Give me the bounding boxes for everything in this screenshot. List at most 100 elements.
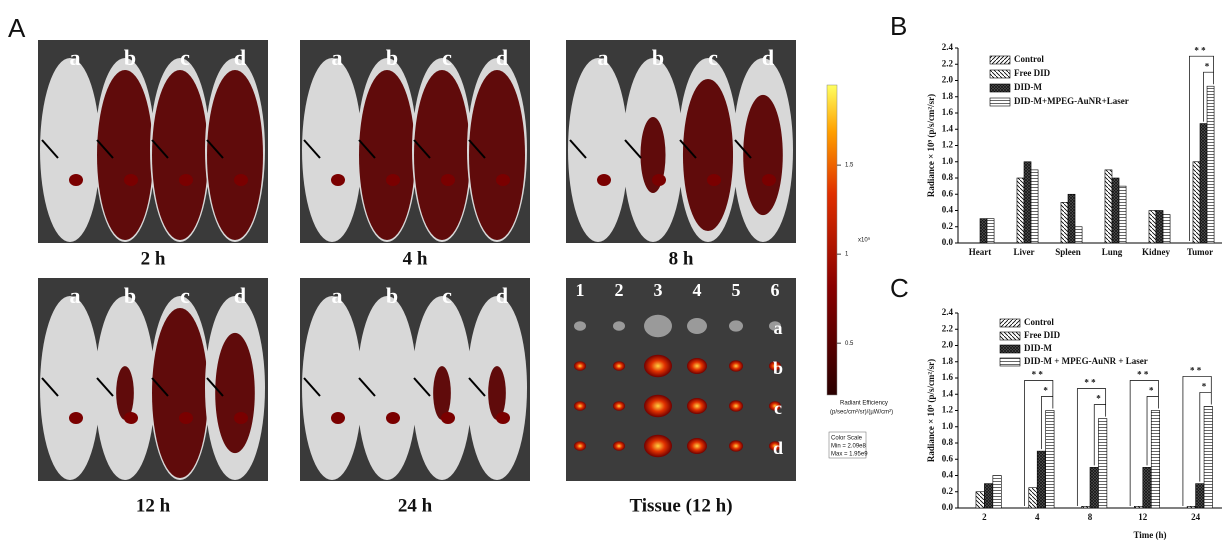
x-tick-label: Lung: [1102, 247, 1123, 257]
bar: [1149, 211, 1156, 244]
mouse-letter: c: [180, 283, 190, 308]
organ: [613, 321, 625, 331]
image-caption: 2 h: [141, 248, 166, 269]
bar: [1046, 411, 1054, 509]
legend-label: DID-M: [1024, 343, 1052, 353]
tumor-signal: [386, 412, 400, 424]
mouse: [40, 296, 100, 480]
organ: [574, 321, 586, 331]
tumor-signal: [69, 174, 83, 186]
legend-label: Free DID: [1024, 330, 1061, 340]
significance-label: *: [1205, 61, 1210, 71]
tissue-row-label: d: [773, 438, 783, 458]
significance-label: *: [1149, 386, 1154, 396]
y-tick-label: 2.4: [942, 307, 954, 317]
legend-swatch: [1000, 345, 1020, 353]
y-tick-label: 1.8: [942, 356, 954, 366]
organ: [644, 315, 672, 337]
tissue-background: [566, 278, 796, 481]
bar: [1134, 506, 1142, 508]
x-tick-label: 4: [1035, 512, 1040, 522]
y-tick-label: 0.4: [942, 205, 954, 215]
colorbar-tick-label: 0.5: [845, 341, 854, 347]
signal: [488, 366, 506, 420]
tissue-column-label: 3: [654, 280, 663, 300]
y-axis-label: Radiance × 10⁹ (p/s/cm²/sr): [926, 94, 936, 197]
image-caption: 8 h: [669, 248, 694, 269]
mouse-letter: d: [762, 45, 774, 70]
scale-min: Min = 2.09e8: [831, 444, 867, 450]
bar: [1193, 162, 1200, 243]
bar: [980, 219, 987, 243]
bar: [1200, 124, 1207, 243]
colorbar: [827, 85, 837, 395]
tumor-signal: [386, 174, 400, 186]
tumor-signal: [234, 174, 248, 186]
bar: [984, 484, 992, 508]
y-tick-label: 0.0: [942, 237, 954, 247]
significance-label: * *: [1032, 370, 1044, 380]
y-tick-label: 1.2: [942, 140, 954, 150]
organ: [729, 320, 743, 331]
scale-max: Max = 1.95e9: [831, 452, 868, 458]
tumor-signal: [331, 174, 345, 186]
significance-label: *: [1202, 382, 1207, 392]
signal: [414, 70, 470, 240]
y-tick-label: 2.2: [942, 58, 954, 68]
legend-label: DID-M: [1014, 82, 1042, 92]
bar: [1090, 467, 1098, 508]
y-tick-label: 1.4: [942, 123, 954, 133]
y-tick-label: 1.6: [942, 107, 954, 117]
tissue-column-label: 5: [732, 280, 741, 300]
bar: [1187, 506, 1195, 508]
significance-label: *: [1096, 394, 1101, 404]
panel-label: C: [890, 273, 909, 303]
y-tick-label: 1.8: [942, 91, 954, 101]
tumor-signal: [652, 174, 666, 186]
mouse-letter: c: [442, 283, 452, 308]
legend-swatch: [990, 98, 1010, 106]
mouse-letter: b: [386, 45, 398, 70]
organ: [687, 398, 707, 414]
signal: [152, 70, 208, 240]
figure: A B C abcd2 habcd4 habcd8 habcd12 habcd2…: [0, 0, 1224, 543]
y-tick-label: 2.0: [942, 340, 954, 350]
bar: [1061, 202, 1068, 243]
image-caption: 24 h: [398, 495, 433, 516]
tumor-signal: [124, 412, 138, 424]
bar: [1075, 227, 1082, 243]
mouse: [568, 58, 628, 242]
y-tick-label: 0.8: [942, 437, 954, 447]
bar: [1207, 86, 1214, 243]
legend-swatch: [1000, 319, 1020, 327]
organ: [687, 358, 707, 374]
image-panel: abcd: [566, 40, 796, 243]
organ: [644, 355, 672, 377]
x-tick-label: Tumor: [1187, 247, 1213, 257]
tumor-signal: [707, 174, 721, 186]
significance-label: *: [1043, 386, 1048, 396]
mouse-letter: b: [124, 283, 136, 308]
bar: [1112, 178, 1119, 243]
tissue-column-label: 6: [771, 280, 780, 300]
signal: [359, 70, 415, 240]
tumor-signal: [179, 412, 193, 424]
mouse-letter: b: [386, 283, 398, 308]
bar: [1031, 170, 1038, 243]
colorbar-tick-label: 1.5: [845, 163, 854, 169]
x-tick-label: Liver: [1014, 247, 1035, 257]
x-axis-label: Time (h): [1133, 530, 1166, 540]
y-tick-label: 0.2: [942, 486, 954, 496]
significance-label: * *: [1194, 45, 1206, 55]
mouse-letter: d: [496, 45, 508, 70]
image-caption: 12 h: [136, 495, 171, 516]
tumor-signal: [179, 174, 193, 186]
organ: [729, 440, 743, 451]
organ: [644, 395, 672, 417]
mouse: [40, 58, 100, 242]
organ: [687, 438, 707, 454]
legend-swatch: [990, 84, 1010, 92]
x-tick-label: 12: [1138, 512, 1148, 522]
tumor-signal: [234, 412, 248, 424]
y-tick-label: 2.4: [942, 42, 954, 52]
